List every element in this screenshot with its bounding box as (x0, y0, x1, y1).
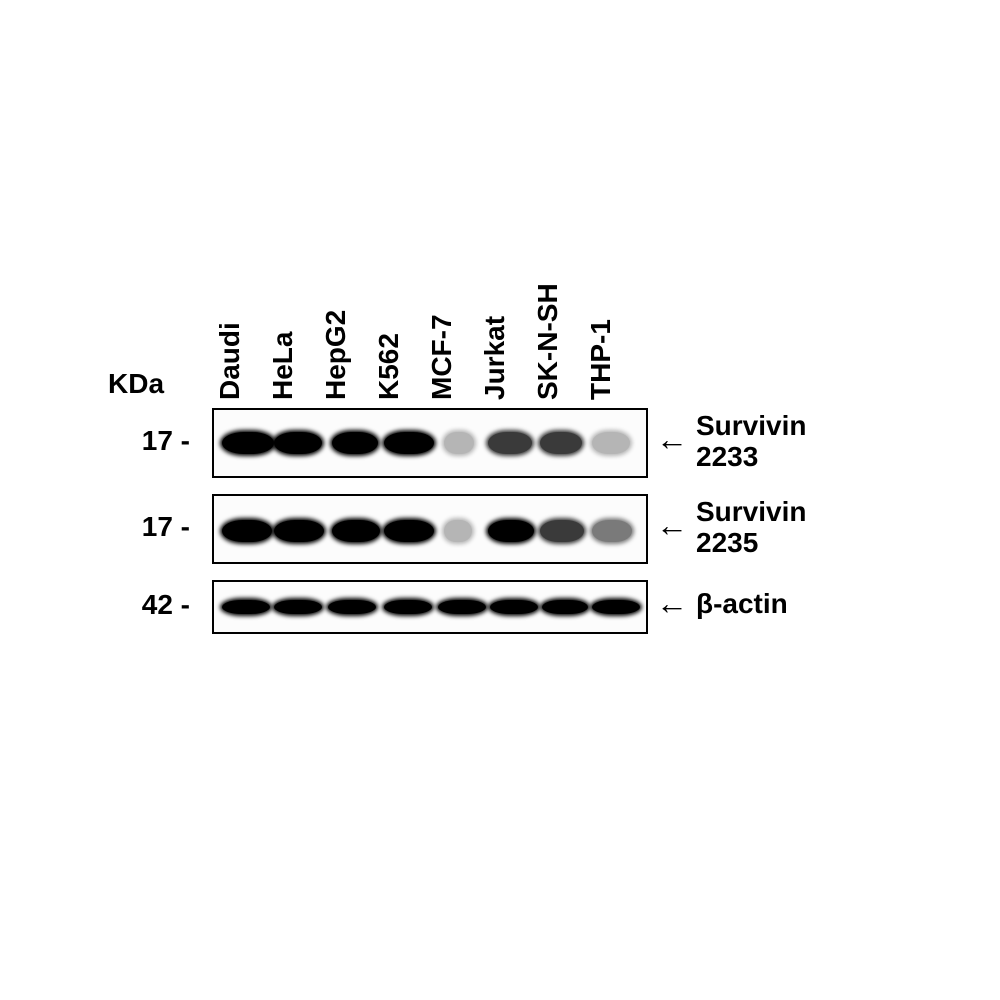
band (274, 520, 324, 542)
arrow-icon: ← (656, 585, 688, 622)
lane-label: THP-1 (585, 319, 617, 400)
band (592, 520, 632, 542)
lane-label: SK-N-SH (532, 283, 564, 400)
antibody-label: β-actin (696, 589, 788, 620)
arrow-icon: ← (656, 507, 688, 544)
band (490, 600, 538, 614)
band (384, 600, 432, 614)
band (332, 520, 380, 542)
mw-label: 17 - (130, 425, 190, 457)
western-blot-figure: KDa DaudiHeLaHepG2K562MCF-7JurkatSK-N-SH… (120, 260, 880, 400)
band (222, 600, 270, 614)
mw-label: 17 - (130, 511, 190, 543)
band (222, 520, 272, 542)
band (592, 600, 640, 614)
band (274, 600, 322, 614)
blot-strip (212, 580, 648, 634)
band (328, 600, 376, 614)
band (384, 520, 434, 542)
lane-label: HeLa (267, 332, 299, 400)
lane-label: K562 (373, 333, 405, 400)
mw-label: 42 - (130, 589, 190, 621)
band (540, 432, 582, 454)
band (488, 432, 532, 454)
band (332, 432, 378, 454)
band (438, 600, 486, 614)
antibody-label: Survivin2235 (696, 497, 806, 559)
band (592, 432, 630, 454)
lane-label: Jurkat (479, 316, 511, 400)
blot-strip (212, 408, 648, 478)
band (444, 432, 474, 454)
band (274, 432, 322, 454)
lane-label: MCF-7 (426, 314, 458, 400)
lane-label: Daudi (214, 322, 246, 400)
lane-label: HepG2 (320, 310, 352, 400)
band (222, 432, 274, 454)
band (488, 520, 534, 542)
arrow-icon: ← (656, 421, 688, 458)
band (384, 432, 434, 454)
antibody-label: Survivin2233 (696, 411, 806, 473)
band (540, 520, 584, 542)
band (542, 600, 588, 614)
lane-labels-row: Daudi HeLa HepG2 K562 MCF-7 Jurkat SK-N-SH THP-… (120, 260, 880, 400)
band (444, 520, 472, 542)
blot-strip (212, 494, 648, 564)
